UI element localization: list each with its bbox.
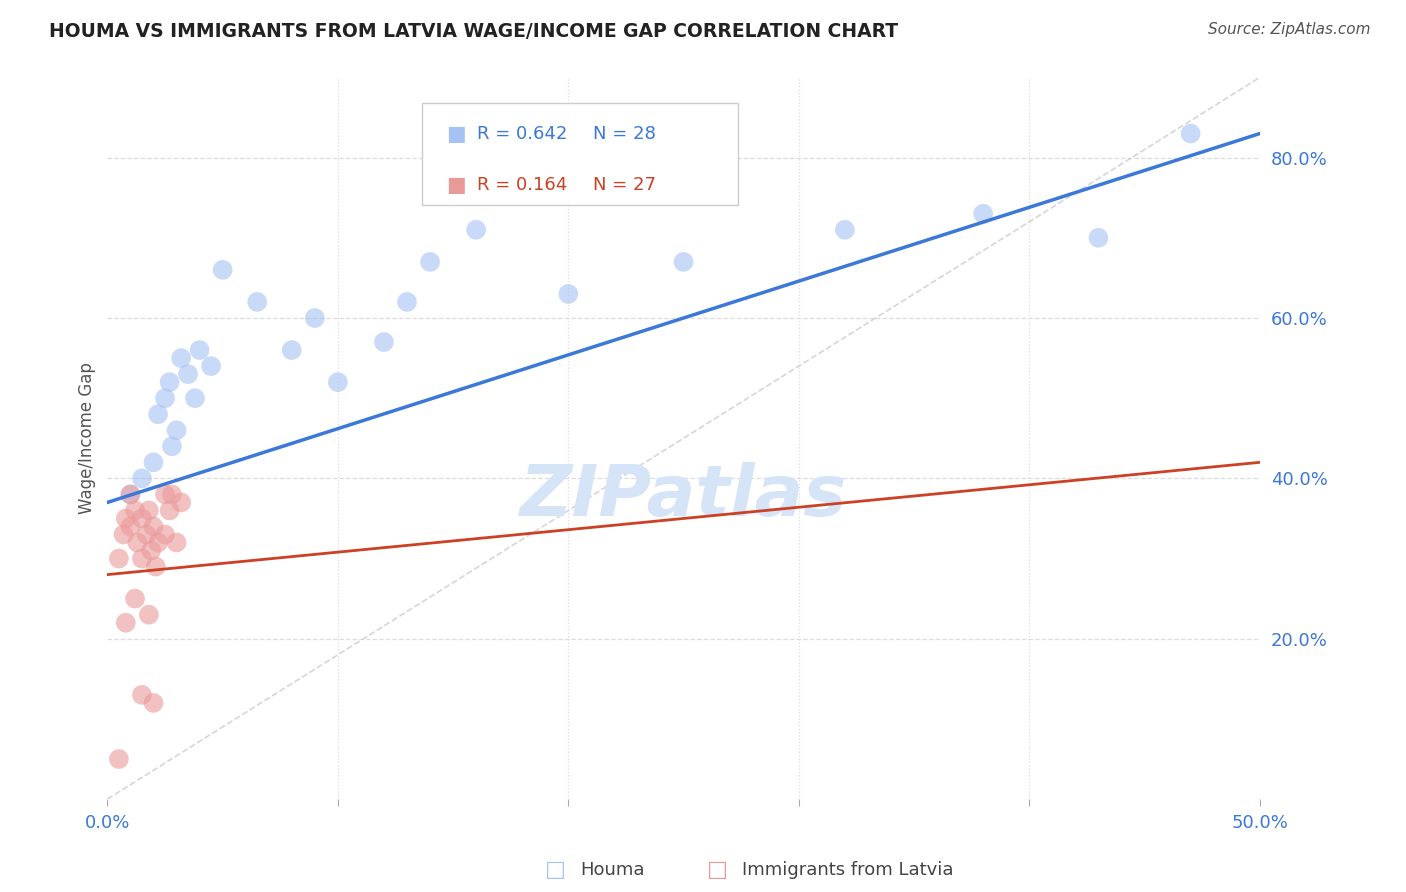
Point bbox=[131, 511, 153, 525]
Point bbox=[465, 223, 488, 237]
Point bbox=[395, 295, 418, 310]
Point bbox=[170, 351, 193, 365]
Point bbox=[184, 391, 207, 405]
Text: R = 0.642: R = 0.642 bbox=[477, 125, 567, 143]
Point bbox=[145, 559, 167, 574]
Text: N = 27: N = 27 bbox=[593, 176, 657, 194]
Point bbox=[135, 527, 157, 541]
Point bbox=[159, 503, 181, 517]
Text: Source: ZipAtlas.com: Source: ZipAtlas.com bbox=[1208, 22, 1371, 37]
Text: N = 28: N = 28 bbox=[593, 125, 657, 143]
Point bbox=[166, 535, 188, 549]
Point bbox=[834, 223, 856, 237]
Point bbox=[120, 519, 142, 533]
Text: ■: ■ bbox=[446, 124, 465, 144]
Point bbox=[131, 471, 153, 485]
Point bbox=[138, 607, 160, 622]
Point bbox=[160, 487, 183, 501]
Point bbox=[124, 591, 146, 606]
Point bbox=[114, 511, 136, 525]
Point bbox=[142, 696, 165, 710]
Point bbox=[114, 615, 136, 630]
Text: □: □ bbox=[546, 860, 565, 880]
Point bbox=[304, 311, 326, 326]
Point bbox=[166, 423, 188, 437]
Point bbox=[131, 551, 153, 566]
Point bbox=[153, 391, 176, 405]
Point bbox=[142, 519, 165, 533]
Point bbox=[127, 535, 149, 549]
Point bbox=[142, 455, 165, 469]
Point bbox=[211, 263, 233, 277]
Point bbox=[326, 375, 349, 389]
Point bbox=[373, 334, 395, 349]
Point bbox=[112, 527, 135, 541]
Point bbox=[131, 688, 153, 702]
Point bbox=[281, 343, 304, 357]
Point bbox=[177, 367, 200, 381]
Point bbox=[146, 535, 169, 549]
Point bbox=[108, 551, 131, 566]
Text: R = 0.164: R = 0.164 bbox=[477, 176, 567, 194]
Point bbox=[1087, 231, 1109, 245]
Point bbox=[138, 503, 160, 517]
Text: □: □ bbox=[707, 860, 727, 880]
Point bbox=[153, 527, 176, 541]
Point bbox=[972, 207, 994, 221]
Point bbox=[419, 255, 441, 269]
Point bbox=[120, 487, 142, 501]
Point bbox=[108, 752, 131, 766]
Point bbox=[160, 439, 183, 453]
Point bbox=[120, 487, 142, 501]
Text: Immigrants from Latvia: Immigrants from Latvia bbox=[742, 861, 953, 879]
Text: ZIPatlas: ZIPatlas bbox=[520, 461, 848, 531]
Text: Houma: Houma bbox=[581, 861, 645, 879]
Point bbox=[146, 407, 169, 421]
Point bbox=[246, 295, 269, 310]
Point bbox=[188, 343, 211, 357]
Point bbox=[557, 287, 579, 301]
Point bbox=[1180, 127, 1202, 141]
Point bbox=[200, 359, 222, 373]
Y-axis label: Wage/Income Gap: Wage/Income Gap bbox=[79, 362, 96, 514]
Point bbox=[124, 503, 146, 517]
Point bbox=[672, 255, 695, 269]
Point bbox=[159, 375, 181, 389]
Text: HOUMA VS IMMIGRANTS FROM LATVIA WAGE/INCOME GAP CORRELATION CHART: HOUMA VS IMMIGRANTS FROM LATVIA WAGE/INC… bbox=[49, 22, 898, 41]
Point bbox=[153, 487, 176, 501]
Point bbox=[170, 495, 193, 509]
Point bbox=[141, 543, 163, 558]
Text: ■: ■ bbox=[446, 175, 465, 194]
